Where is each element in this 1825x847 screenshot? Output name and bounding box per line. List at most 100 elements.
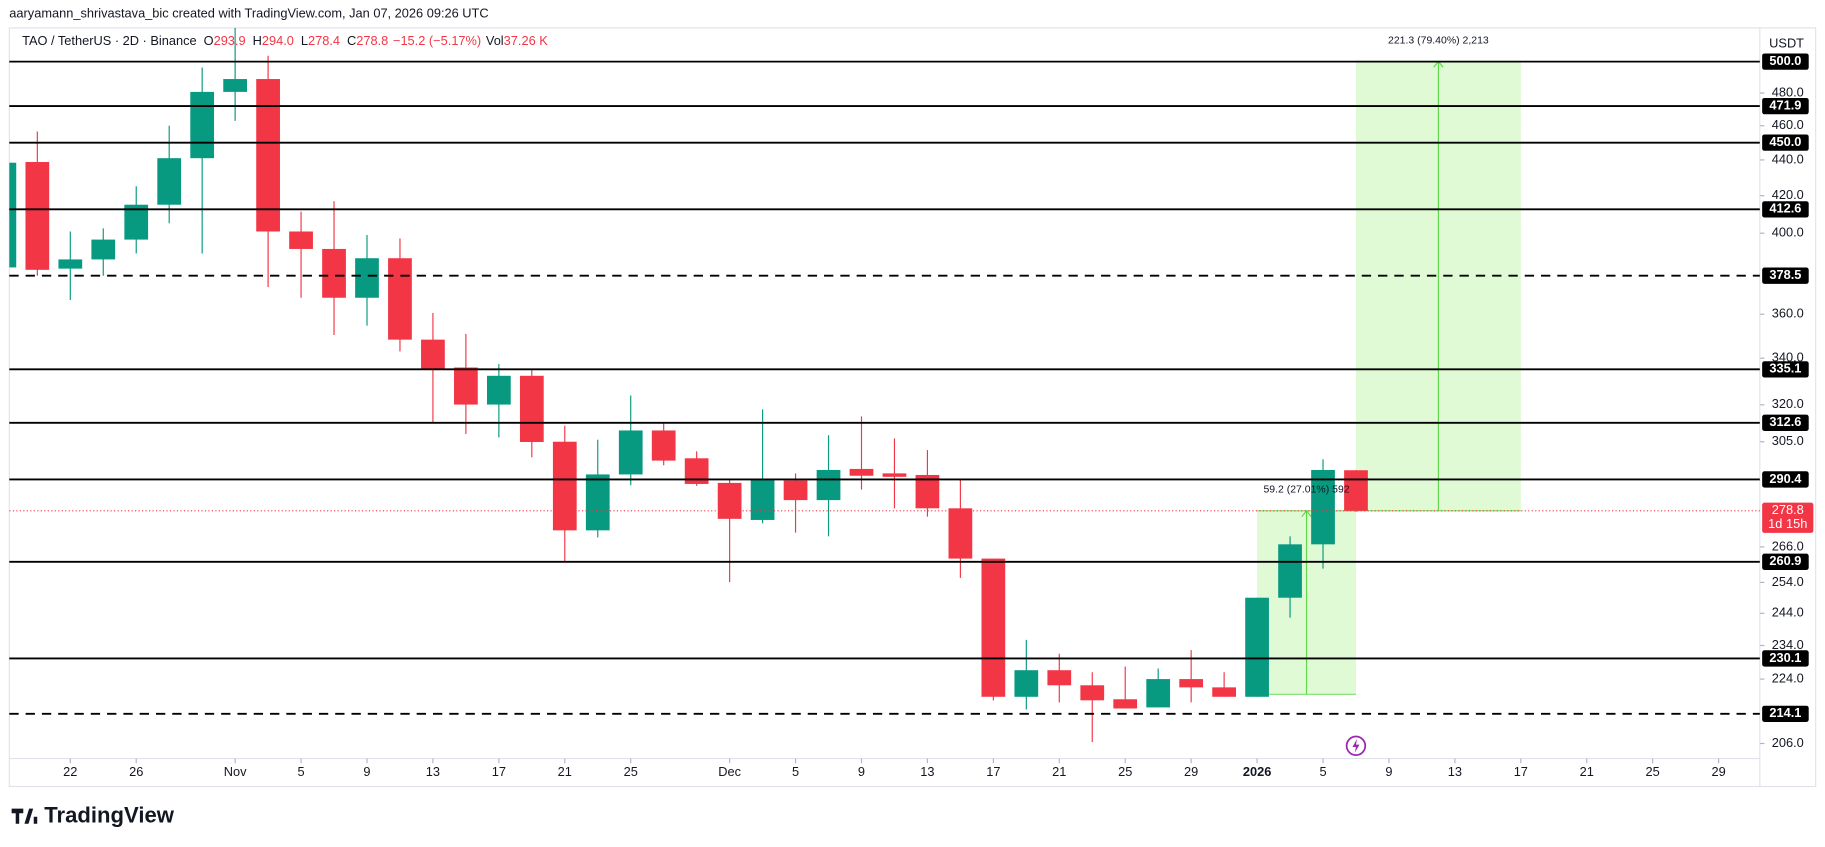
x-tick-label: 26 bbox=[129, 764, 143, 779]
x-tick-label: 21 bbox=[1580, 764, 1594, 779]
x-tick-label: 25 bbox=[1118, 764, 1132, 779]
candle-body bbox=[1014, 670, 1039, 697]
plot bbox=[9, 27, 1521, 743]
level-label: 500.0 bbox=[1769, 53, 1801, 68]
measure-label: 59.2 (27.01%) 592 bbox=[1263, 485, 1349, 496]
y-tick-label: 305.0 bbox=[1772, 433, 1804, 448]
legend-key: L bbox=[301, 33, 308, 48]
level-flag bbox=[1762, 267, 1809, 284]
x-tick-label: Nov bbox=[224, 764, 247, 779]
candle-body bbox=[717, 482, 742, 519]
y-tick-label: 254.0 bbox=[1772, 574, 1804, 589]
candle-body bbox=[618, 430, 643, 475]
candle-body bbox=[486, 375, 511, 405]
candle-body bbox=[882, 473, 907, 477]
x-tick-label: 22 bbox=[63, 764, 77, 779]
level-flag bbox=[1762, 471, 1809, 488]
candle-body bbox=[585, 474, 610, 531]
legend-value: 278.4 bbox=[308, 33, 340, 48]
brand-logo bbox=[11, 808, 38, 824]
level-flag bbox=[1762, 201, 1809, 218]
title-legend: TAO / TetherUS · 2D · Binance O293.9 H294.… bbox=[22, 33, 548, 48]
level-label: 471.9 bbox=[1769, 97, 1801, 112]
legend-change: −15.2 (−5.17%) bbox=[393, 33, 481, 48]
x-tick-label: 17 bbox=[1514, 764, 1528, 779]
alert-icon bbox=[1345, 735, 1367, 756]
currency: USDT bbox=[1769, 36, 1804, 51]
candle-body bbox=[519, 375, 544, 442]
candle-body bbox=[289, 231, 313, 249]
x-tick-label: 5 bbox=[297, 764, 304, 779]
level-flag bbox=[1762, 705, 1809, 722]
x-tick-label: 9 bbox=[858, 764, 865, 779]
candle-body bbox=[421, 339, 445, 370]
level-label: 214.1 bbox=[1769, 705, 1801, 720]
x-tick-label: 25 bbox=[624, 764, 638, 779]
y-tick-label: 340.0 bbox=[1772, 350, 1804, 365]
x-tick-label: 21 bbox=[1052, 764, 1066, 779]
level-label: 450.0 bbox=[1769, 134, 1801, 149]
y-tick-label: 360.0 bbox=[1772, 306, 1804, 321]
x-tick-label: 29 bbox=[1711, 764, 1725, 779]
last-price-label: 278.8 bbox=[1772, 502, 1804, 517]
measure-arrowhead bbox=[1301, 509, 1312, 517]
x-tick-label: 17 bbox=[986, 764, 1000, 779]
y-tick-label: 266.0 bbox=[1772, 538, 1804, 553]
countdown: 1d 15h bbox=[1768, 516, 1807, 531]
measure-label: 221.3 (79.40%) 2,213 bbox=[1388, 35, 1489, 46]
candle-body bbox=[322, 248, 346, 298]
y-tick-label: 460.0 bbox=[1772, 117, 1804, 132]
candle-body bbox=[981, 558, 1006, 697]
candle-body bbox=[1179, 679, 1204, 688]
x-tick-label: 25 bbox=[1646, 764, 1660, 779]
alert-bolt bbox=[1352, 738, 1360, 753]
x-tick-label: 5 bbox=[792, 764, 799, 779]
level-label: 290.4 bbox=[1769, 471, 1802, 486]
y-tick-label: 224.0 bbox=[1772, 670, 1804, 685]
candle-body bbox=[190, 91, 215, 159]
level-flag bbox=[1762, 414, 1809, 431]
caption: aaryamann_shrivastava_bic created with T… bbox=[9, 5, 488, 20]
candle-body bbox=[1047, 670, 1072, 686]
x-tick-label: 13 bbox=[426, 764, 440, 779]
legend-value: 294.0 bbox=[262, 33, 294, 48]
level-label: 378.5 bbox=[1769, 267, 1801, 282]
candle-body bbox=[1113, 699, 1138, 709]
legend-volume: 37.26 K bbox=[504, 33, 549, 48]
legend-key: O bbox=[204, 33, 214, 48]
y-tick-label: 440.0 bbox=[1772, 151, 1804, 166]
legend-key: Vol bbox=[486, 33, 504, 48]
last-price-flag bbox=[1762, 502, 1814, 533]
level-flag bbox=[1762, 361, 1809, 378]
candle-body bbox=[58, 259, 83, 269]
pane-frame bbox=[8, 27, 1817, 788]
x-tick-label: Dec bbox=[718, 764, 741, 779]
candle-body bbox=[1212, 687, 1236, 697]
legend-value: 293.9 bbox=[214, 33, 246, 48]
y-tick-label: 400.0 bbox=[1772, 225, 1804, 240]
level-label: 412.6 bbox=[1769, 201, 1801, 216]
brand-name: TradingView bbox=[44, 803, 175, 828]
candle-body bbox=[1311, 469, 1335, 545]
candle-body bbox=[915, 474, 940, 509]
candle-body bbox=[256, 79, 280, 232]
candle-body bbox=[223, 79, 247, 92]
brand: TradingView bbox=[11, 803, 175, 828]
y-tick-label: 206.0 bbox=[1772, 735, 1804, 750]
candle-body bbox=[849, 468, 874, 476]
candle-body bbox=[1146, 679, 1171, 708]
level-label: 230.1 bbox=[1769, 650, 1801, 665]
candle-body bbox=[124, 204, 149, 240]
level-flag bbox=[1762, 553, 1809, 570]
candle-body bbox=[783, 480, 808, 501]
y-tick-label: 234.0 bbox=[1772, 637, 1804, 652]
y-tick-label: 244.0 bbox=[1772, 605, 1804, 620]
candle-body bbox=[684, 458, 709, 484]
candle-body bbox=[25, 162, 50, 270]
candle-body bbox=[948, 508, 973, 559]
x-tick-label: 29 bbox=[1184, 764, 1198, 779]
candle-body bbox=[750, 479, 775, 520]
level-flag bbox=[1762, 97, 1809, 115]
